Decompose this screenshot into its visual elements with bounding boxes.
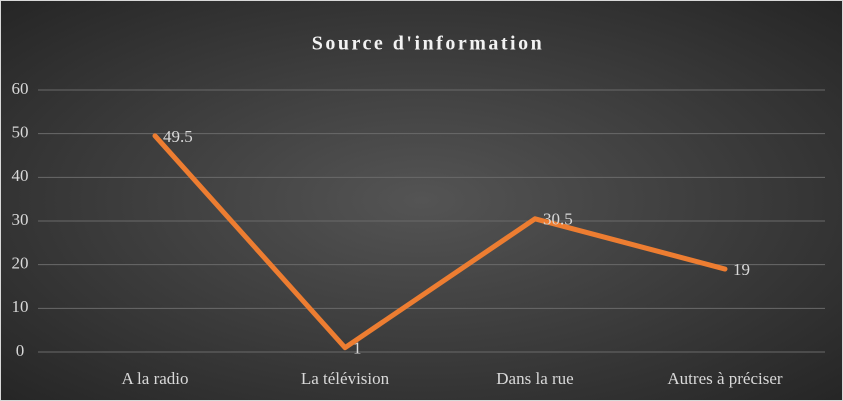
data-label: 1 <box>353 339 362 358</box>
line-series <box>152 133 728 351</box>
chart-title: Source d'information <box>312 33 544 55</box>
data-label: 30.5 <box>543 210 573 229</box>
y-tick-label: 20 <box>12 254 29 273</box>
y-tick-label: 50 <box>12 123 29 142</box>
y-tick-label: 10 <box>12 297 29 316</box>
x-tick-label: Autres à préciser <box>667 369 783 388</box>
data-label: 49.5 <box>163 127 193 146</box>
y-tick-label: 0 <box>16 341 25 360</box>
x-tick-label: A la radio <box>121 369 188 388</box>
y-tick-label: 60 <box>12 79 29 98</box>
x-tick-label: La télévision <box>301 369 390 388</box>
x-tick-label: Dans la rue <box>496 369 573 388</box>
data-label: 19 <box>733 260 750 279</box>
y-tick-label: 40 <box>12 166 29 185</box>
y-tick-label: 30 <box>12 210 29 229</box>
